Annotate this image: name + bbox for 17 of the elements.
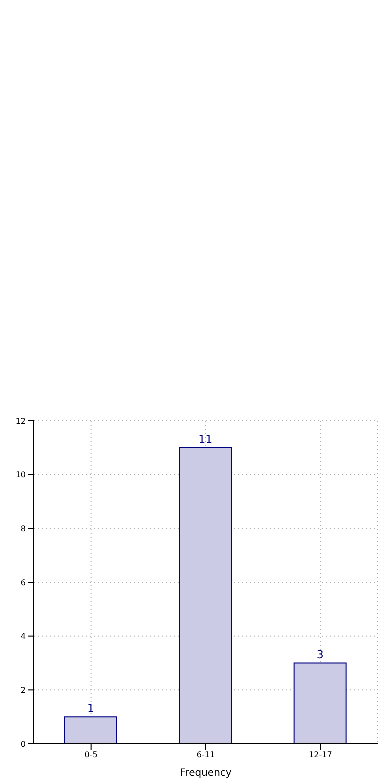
data-label: 3 — [316, 648, 324, 662]
y-tick-label: 10 — [16, 470, 26, 480]
bar — [64, 716, 118, 744]
data-label: 11 — [198, 432, 213, 446]
x-axis-title: Frequency — [180, 768, 232, 779]
x-tick-label: 6-11 — [196, 750, 216, 760]
y-tick-label: 0 — [20, 740, 26, 749]
bar — [294, 662, 347, 744]
x-tick-label: 12-17 — [309, 750, 332, 760]
y-tick-label: 6 — [20, 578, 26, 588]
y-tick-label: 12 — [16, 416, 26, 426]
x-tick-label: 0-5 — [84, 750, 98, 760]
bar — [179, 447, 232, 744]
data-label: 1 — [88, 702, 94, 716]
y-tick-label: 8 — [20, 524, 26, 534]
y-tick-label: 2 — [20, 686, 26, 696]
y-tick-label: 4 — [20, 632, 26, 642]
